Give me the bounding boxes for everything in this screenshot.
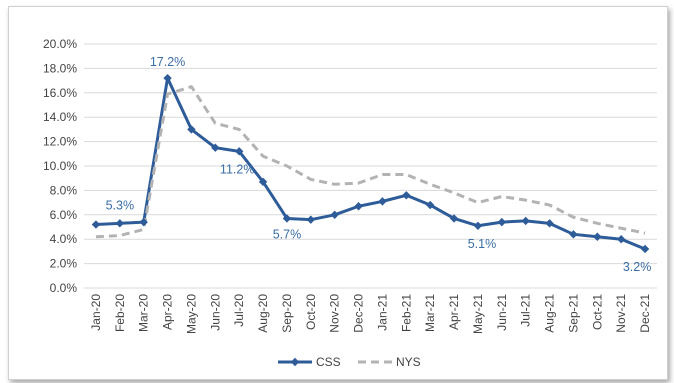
data-label: 5.1% <box>468 237 497 251</box>
x-tick-label: Dec-20 <box>352 294 366 333</box>
css-point <box>330 210 339 219</box>
data-label: 3.2% <box>623 260 652 274</box>
y-tick-label: 16.0% <box>43 86 77 100</box>
css-point <box>425 200 435 210</box>
x-tick-label: Nov-20 <box>328 294 342 333</box>
css-point <box>521 216 530 226</box>
x-tick-label: Jul-21 <box>519 294 533 327</box>
series-line-css <box>95 76 646 251</box>
css-point <box>497 217 507 227</box>
x-tick-label: Jun-20 <box>208 294 222 331</box>
x-tick-label: Mar-20 <box>137 294 151 332</box>
x-tick-label: Aug-21 <box>543 294 557 333</box>
x-tick-label: Apr-21 <box>447 294 461 330</box>
css-point <box>473 221 483 230</box>
css-point <box>187 125 196 134</box>
data-label: 17.2% <box>150 55 185 69</box>
css-point <box>282 214 292 223</box>
css-point <box>115 219 125 228</box>
data-label: 11.2% <box>220 162 255 176</box>
x-tick-label: Jan-20 <box>89 294 103 331</box>
data-label: 5.7% <box>273 227 302 241</box>
css-point <box>306 215 316 224</box>
legend-marker <box>290 357 300 367</box>
x-tick-label: Feb-20 <box>113 294 127 332</box>
y-tick-label: 6.0% <box>50 208 78 222</box>
css-point <box>593 232 602 241</box>
y-tick-label: 14.0% <box>43 110 77 124</box>
data-label: 5.3% <box>106 198 135 212</box>
legend-label-nys: NYS <box>396 355 421 369</box>
x-tick-label: May-20 <box>184 294 198 334</box>
y-tick-label: 4.0% <box>50 232 78 246</box>
x-tick-label: Aug-20 <box>256 294 270 333</box>
css-point <box>163 73 172 83</box>
x-tick-label: Nov-21 <box>614 294 628 333</box>
css-point <box>616 235 626 244</box>
y-tick-label: 2.0% <box>50 257 78 271</box>
legend-label-css: CSS <box>316 355 341 369</box>
y-tick-label: 8.0% <box>50 183 78 197</box>
y-tick-label: 12.0% <box>43 135 77 149</box>
x-tick-label: Mar-21 <box>423 294 437 332</box>
x-tick-label: Oct-20 <box>304 294 318 330</box>
y-tick-label: 0.0% <box>50 281 78 295</box>
css-point <box>258 177 268 187</box>
x-tick-label: Oct-21 <box>590 294 604 330</box>
css-point <box>354 202 363 211</box>
x-tick-label: Jun-21 <box>495 294 509 331</box>
css-point <box>234 147 244 156</box>
x-tick-label: Jan-21 <box>375 294 389 331</box>
y-tick-label: 18.0% <box>43 61 77 75</box>
x-tick-label: Apr-20 <box>161 294 175 330</box>
css-point <box>91 220 101 229</box>
css-point <box>569 230 578 239</box>
css-point <box>545 219 554 228</box>
css-point <box>139 217 148 227</box>
x-tick-label: Sep-20 <box>280 294 294 333</box>
series-line-nys <box>95 85 646 239</box>
css-point <box>449 214 459 223</box>
css-point <box>211 143 220 152</box>
x-tick-label: Feb-21 <box>399 294 413 332</box>
css-point <box>402 191 411 200</box>
y-tick-label: 10.0% <box>43 159 77 173</box>
css-point <box>378 197 387 206</box>
x-tick-label: Dec-21 <box>638 294 652 333</box>
x-tick-label: Jul-20 <box>232 294 246 327</box>
y-tick-label: 20.0% <box>43 37 77 51</box>
x-tick-label: Sep-21 <box>566 294 580 333</box>
x-tick-label: May-21 <box>471 294 485 334</box>
css-point <box>640 244 650 254</box>
